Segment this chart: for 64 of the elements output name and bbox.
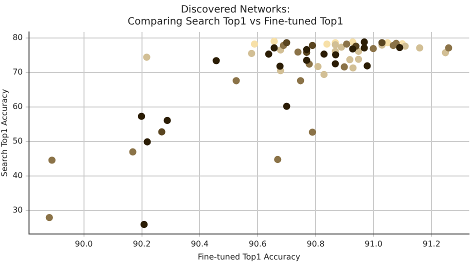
point <box>158 128 166 136</box>
point <box>48 156 56 164</box>
y-tick-label: 60 <box>12 102 23 112</box>
y-axis-title: Search Top1 Accuracy <box>0 88 9 177</box>
point <box>46 214 53 222</box>
point <box>212 57 220 64</box>
point <box>303 56 310 64</box>
point <box>338 44 346 51</box>
x-tick-label: 91.2 <box>422 240 440 249</box>
point <box>308 128 316 136</box>
point <box>378 39 386 46</box>
point <box>370 44 377 52</box>
point <box>303 46 310 54</box>
point <box>416 44 424 52</box>
chart-title: Discovered Networks: Comparing Search Top1 vs Fine-tuned Top1 <box>128 4 344 28</box>
point <box>364 62 371 70</box>
point <box>129 148 136 156</box>
point <box>283 39 290 46</box>
x-tick-label: 90.4 <box>190 240 209 249</box>
point <box>360 44 368 52</box>
point <box>270 44 278 52</box>
point <box>343 40 350 48</box>
point <box>270 38 278 45</box>
y-tick-label: 30 <box>12 206 23 215</box>
point <box>265 50 272 58</box>
point <box>445 44 452 52</box>
point <box>283 102 290 110</box>
y-tick-label: 70 <box>12 68 23 77</box>
x-tick-label: 91.0 <box>364 240 382 249</box>
point <box>320 50 328 58</box>
point <box>323 40 331 48</box>
y-tick-label: 50 <box>12 136 23 146</box>
point <box>140 220 148 228</box>
point <box>320 70 328 78</box>
point <box>248 50 256 58</box>
point <box>442 49 450 56</box>
point <box>308 42 316 50</box>
point <box>360 38 368 46</box>
point <box>144 138 151 146</box>
point <box>332 60 339 68</box>
y-tick-label: 40 <box>12 171 23 180</box>
x-tick-label: 90.2 <box>132 240 151 249</box>
point <box>314 62 322 70</box>
point <box>294 48 302 56</box>
point <box>138 112 146 120</box>
point <box>340 63 348 70</box>
point <box>346 56 354 64</box>
point <box>349 64 357 72</box>
point <box>354 56 362 63</box>
x-tick-label: 90.0 <box>74 240 93 249</box>
point <box>332 51 340 58</box>
y-tick-label: 80 <box>12 32 23 42</box>
point <box>274 156 282 164</box>
point <box>232 77 240 84</box>
point <box>250 40 258 48</box>
point <box>349 45 356 53</box>
point <box>296 77 304 84</box>
x-axis-title: Fine-tuned Top1 Accuracy <box>198 252 301 262</box>
point <box>276 62 284 70</box>
point <box>164 116 171 124</box>
point <box>396 44 404 52</box>
x-tick-label: 90.6 <box>248 240 267 249</box>
point <box>143 54 150 61</box>
x-tick-label: 90.8 <box>306 240 325 249</box>
